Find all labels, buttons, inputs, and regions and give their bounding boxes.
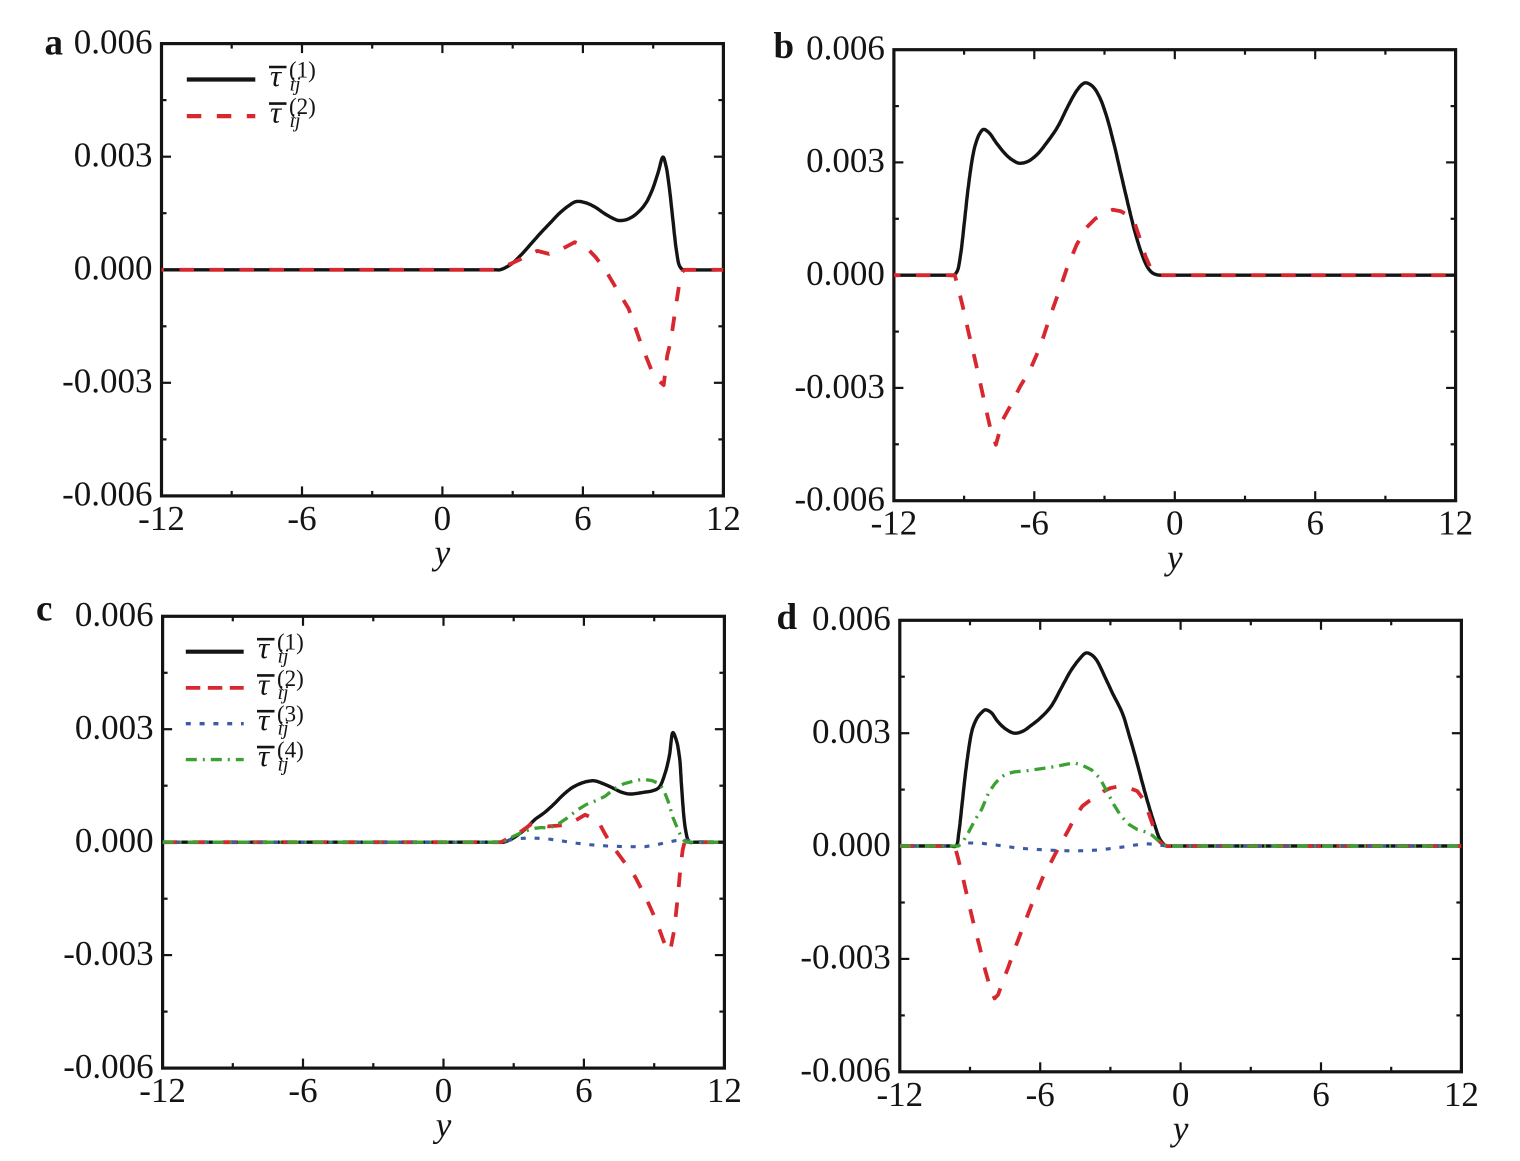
svg-text:-0.006: -0.006 (62, 475, 152, 514)
svg-text:y: y (432, 533, 451, 572)
svg-text:(1): (1) (277, 630, 304, 655)
svg-text:b: b (774, 26, 795, 67)
svg-text:0.006: 0.006 (75, 595, 154, 634)
svg-text:(2): (2) (277, 666, 304, 691)
svg-text:-12: -12 (871, 504, 918, 543)
svg-text:ij: ij (290, 74, 302, 96)
svg-text:0: 0 (434, 499, 452, 538)
svg-text:τ: τ (270, 95, 283, 130)
svg-text:6: 6 (1306, 504, 1324, 543)
svg-text:0.000: 0.000 (806, 254, 885, 293)
svg-text:0.003: 0.003 (806, 141, 885, 180)
svg-text:-0.003: -0.003 (794, 367, 884, 406)
svg-text:(1): (1) (289, 58, 316, 83)
svg-text:0.003: 0.003 (812, 712, 891, 751)
svg-text:-6: -6 (287, 499, 316, 538)
svg-text:-0.006: -0.006 (794, 480, 884, 519)
svg-text:0.006: 0.006 (806, 29, 885, 68)
svg-text:c: c (36, 589, 52, 630)
svg-text:-0.006: -0.006 (800, 1051, 890, 1090)
svg-text:-12: -12 (139, 1071, 186, 1110)
svg-text:ij: ij (278, 682, 290, 704)
svg-text:12: 12 (707, 1071, 742, 1110)
svg-text:0: 0 (1172, 1075, 1190, 1114)
svg-text:0.006: 0.006 (812, 599, 891, 638)
svg-text:-0.003: -0.003 (62, 362, 152, 401)
svg-text:12: 12 (706, 499, 741, 538)
svg-text:6: 6 (575, 1071, 593, 1110)
svg-text:τ: τ (270, 58, 283, 93)
svg-text:ij: ij (278, 646, 290, 668)
svg-text:y: y (1170, 1109, 1189, 1148)
svg-text:ij: ij (278, 718, 290, 740)
svg-text:6: 6 (1312, 1075, 1330, 1114)
svg-text:τ: τ (258, 630, 271, 665)
svg-text:τ: τ (258, 738, 271, 773)
svg-text:(4): (4) (277, 738, 304, 763)
svg-text:ij: ij (290, 110, 302, 132)
svg-text:-12: -12 (138, 499, 185, 538)
svg-text:0.003: 0.003 (75, 708, 154, 747)
svg-text:12: 12 (1444, 1075, 1479, 1114)
svg-text:0.000: 0.000 (74, 249, 153, 288)
svg-text:τ: τ (258, 666, 271, 701)
svg-text:a: a (45, 22, 64, 63)
svg-text:0: 0 (1166, 504, 1184, 543)
svg-text:-0.003: -0.003 (63, 934, 153, 973)
svg-text:ij: ij (278, 754, 290, 776)
svg-text:-0.006: -0.006 (63, 1047, 153, 1086)
svg-text:0: 0 (435, 1071, 453, 1110)
svg-text:y: y (1164, 538, 1183, 577)
svg-text:-6: -6 (288, 1071, 317, 1110)
svg-text:d: d (777, 597, 798, 638)
svg-text:y: y (433, 1105, 452, 1144)
svg-text:0.000: 0.000 (75, 821, 154, 860)
svg-text:-6: -6 (1020, 504, 1049, 543)
svg-text:6: 6 (574, 499, 592, 538)
svg-text:-6: -6 (1026, 1075, 1055, 1114)
svg-text:(2): (2) (289, 94, 316, 119)
svg-text:-12: -12 (876, 1075, 923, 1114)
svg-text:12: 12 (1438, 504, 1473, 543)
svg-text:0.003: 0.003 (74, 136, 153, 175)
svg-text:τ: τ (258, 702, 271, 737)
svg-text:0.000: 0.000 (812, 825, 891, 864)
svg-text:0.006: 0.006 (74, 22, 153, 61)
svg-text:(3): (3) (277, 702, 304, 727)
svg-text:-0.003: -0.003 (800, 938, 890, 977)
